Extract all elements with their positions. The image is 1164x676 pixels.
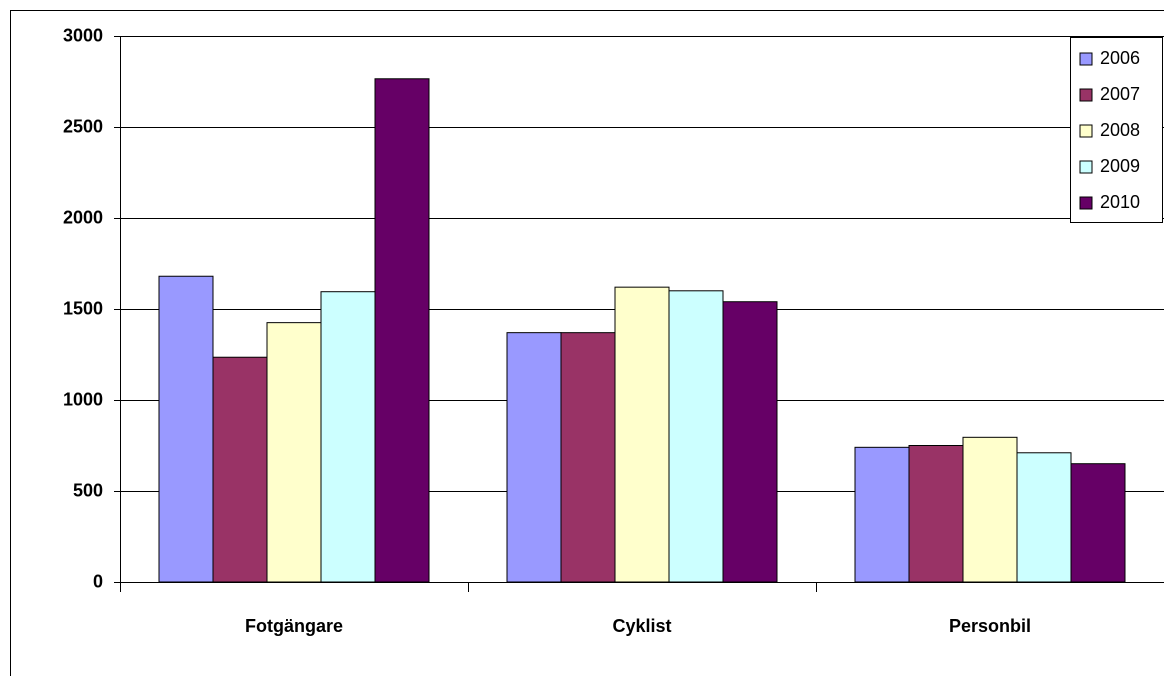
bar (560, 332, 616, 583)
legend-swatch (1079, 160, 1093, 174)
y-tick-label: 1000 (63, 389, 103, 409)
legend-label: 2009 (1100, 156, 1140, 176)
x-tick-label: Fotgängare (245, 616, 343, 636)
y-tick-label: 500 (73, 480, 103, 500)
bar (1070, 463, 1126, 583)
y-tick-label: 0 (93, 571, 103, 591)
bar (854, 446, 910, 583)
bar (908, 445, 964, 583)
bar (614, 286, 670, 583)
legend-swatch (1079, 52, 1093, 66)
legend-label: 2006 (1100, 48, 1140, 68)
bar (212, 356, 268, 583)
bar (722, 301, 778, 583)
legend-label: 2008 (1100, 120, 1140, 140)
y-tick-label: 2500 (63, 116, 103, 136)
y-tick-label: 1500 (63, 298, 103, 318)
legend-box (1070, 37, 1163, 223)
bar (668, 290, 724, 583)
chart-border (10, 10, 1164, 676)
legend-swatch (1079, 88, 1093, 102)
legend-label: 2010 (1100, 192, 1140, 212)
legend-label: 2007 (1100, 84, 1140, 104)
bar (320, 291, 376, 583)
bar (1016, 452, 1072, 583)
bar (506, 332, 562, 583)
y-tick-label: 2000 (63, 207, 103, 227)
x-tick-label: Cyklist (612, 616, 671, 636)
bar (962, 436, 1018, 583)
legend-swatch (1079, 196, 1093, 210)
legend-swatch (1079, 124, 1093, 138)
y-tick-label: 3000 (63, 25, 103, 45)
x-tick-label: Personbil (949, 616, 1031, 636)
bar (158, 275, 214, 583)
bar (374, 78, 430, 583)
bar (266, 322, 322, 583)
